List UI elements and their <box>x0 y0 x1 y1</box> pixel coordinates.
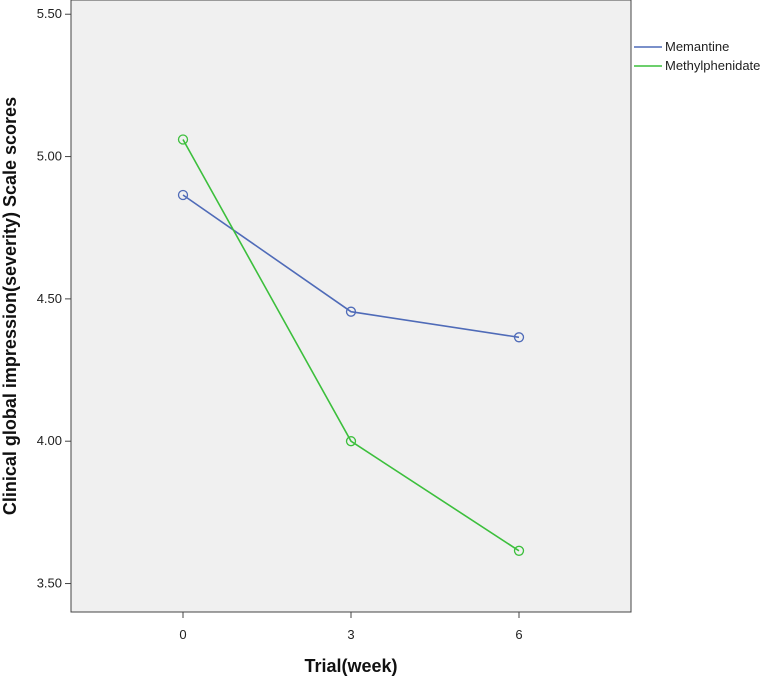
series-line-memantine <box>182 194 520 339</box>
plot-area <box>70 0 632 613</box>
data-point-memantine <box>513 332 525 343</box>
legend: Memantine Methylphenidate <box>634 39 760 73</box>
series-line-methylphenidate <box>182 139 520 552</box>
y-axis-title: Clinical global impression(severity) Sca… <box>0 97 20 515</box>
data-point-memantine <box>345 306 357 317</box>
x-tick-label: 6 <box>515 627 522 642</box>
data-point-methylphenidate <box>345 436 357 447</box>
x-tick-label: 0 <box>179 627 186 642</box>
data-point-methylphenidate <box>177 134 189 145</box>
series-layer <box>177 134 525 556</box>
legend-label-methylphenidate: Methylphenidate <box>665 58 760 73</box>
y-tick-label: 5.50 <box>37 6 62 21</box>
x-tick-label: 3 <box>347 627 354 642</box>
y-tick-label: 4.50 <box>37 291 62 306</box>
y-axis: 3.50 4.00 4.50 5.00 5.50 <box>37 6 71 591</box>
y-tick-label: 4.00 <box>37 433 62 448</box>
y-tick-label: 3.50 <box>37 576 62 591</box>
x-axis-title: Trial(week) <box>304 656 397 676</box>
x-axis: 0 3 6 <box>179 612 523 642</box>
legend-label-memantine: Memantine <box>665 39 729 54</box>
data-point-memantine <box>177 189 189 201</box>
y-tick-label: 5.00 <box>37 149 62 164</box>
data-point-methylphenidate <box>513 545 525 556</box>
